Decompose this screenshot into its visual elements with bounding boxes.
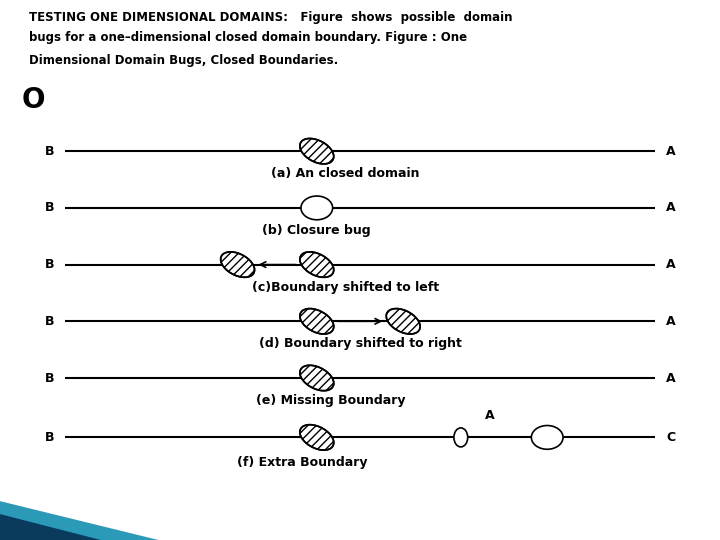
Ellipse shape [454,428,468,447]
Circle shape [531,426,563,449]
Polygon shape [0,514,101,540]
Text: B: B [45,201,54,214]
Text: (b) Closure bug: (b) Closure bug [263,224,371,237]
Text: (f) Extra Boundary: (f) Extra Boundary [237,456,368,469]
Text: B: B [45,258,54,271]
Text: (e) Missing Boundary: (e) Missing Boundary [256,394,406,407]
Ellipse shape [300,365,334,391]
Text: A: A [666,145,675,158]
Text: TESTING ONE DIMENSIONAL DOMAINS:   Figure  shows  possible  domain: TESTING ONE DIMENSIONAL DOMAINS: Figure … [29,11,513,24]
Text: B: B [45,145,54,158]
Text: B: B [45,431,54,444]
Text: A: A [666,372,675,384]
Ellipse shape [300,424,334,450]
Ellipse shape [220,252,255,278]
Text: A: A [666,258,675,271]
Ellipse shape [300,252,334,278]
Text: (d) Boundary shifted to right: (d) Boundary shifted to right [258,338,462,350]
Circle shape [301,196,333,220]
Text: (c)Boundary shifted to left: (c)Boundary shifted to left [252,281,439,294]
Text: (a) An closed domain: (a) An closed domain [271,167,420,180]
Text: Dimensional Domain Bugs, Closed Boundaries.: Dimensional Domain Bugs, Closed Boundari… [29,54,338,67]
Ellipse shape [300,308,334,334]
Polygon shape [0,501,158,540]
Text: A: A [666,315,675,328]
Text: O: O [22,86,45,114]
Text: A: A [485,409,495,422]
Text: B: B [45,315,54,328]
Ellipse shape [386,308,420,334]
Text: bugs for a one–dimensional closed domain boundary. Figure : One: bugs for a one–dimensional closed domain… [29,31,467,44]
Ellipse shape [300,138,334,164]
Text: B: B [45,372,54,384]
Text: A: A [666,201,675,214]
Text: C: C [666,431,675,444]
